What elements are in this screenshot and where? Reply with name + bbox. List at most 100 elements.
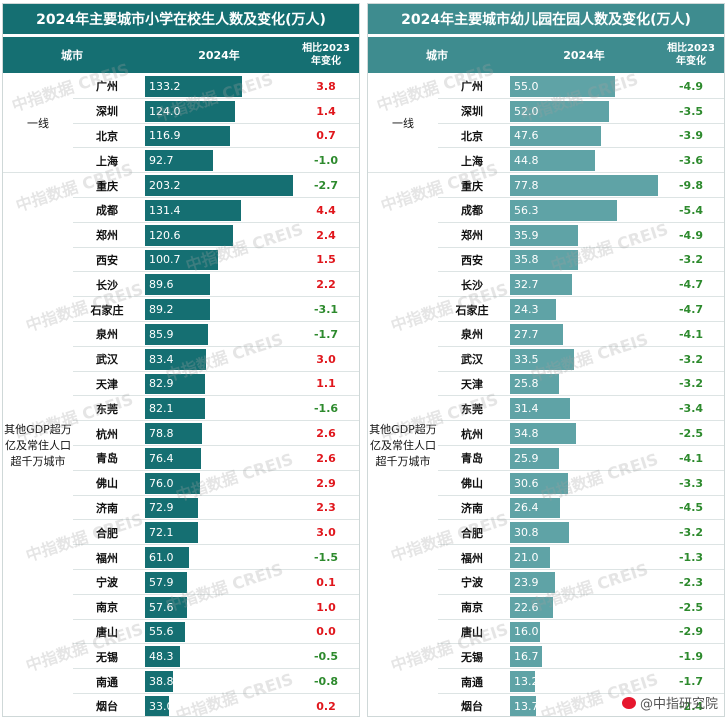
row-divider (438, 469, 724, 471)
change-value: 1.1 (316, 377, 336, 391)
city-label: 上海 (96, 154, 118, 168)
row-divider (73, 693, 359, 694)
value-label: 47.6 (514, 129, 539, 143)
value-label: 25.9 (514, 451, 539, 465)
value-bar (145, 175, 293, 196)
row-divider (438, 544, 724, 546)
row-divider (438, 147, 724, 149)
value-label: 16.7 (514, 650, 539, 664)
row-divider (438, 345, 724, 347)
change-value: -0.5 (313, 650, 339, 664)
value-bar (145, 646, 181, 668)
value-bar (510, 125, 601, 147)
city-label: 武汉 (96, 353, 118, 367)
value-bar (510, 646, 542, 668)
row-divider (438, 519, 724, 521)
change-value: 2.2 (316, 278, 336, 292)
watermark: 中指数据 CREIS (173, 669, 296, 717)
value-label: 72.9 (149, 501, 174, 515)
value-label: 61.0 (149, 551, 174, 565)
city-label: 郑州 (461, 229, 483, 243)
column-header: 相比2023年变化 (667, 43, 715, 67)
city-label: 广州 (461, 80, 483, 94)
change-value: 1.4 (316, 104, 336, 118)
change-value: -3.3 (678, 476, 704, 490)
value-label: 55.0 (514, 79, 539, 93)
value-bar (145, 299, 210, 320)
value-bar (145, 448, 201, 469)
change-value: -1.6 (313, 402, 339, 416)
primary-school-table: 2024年主要城市小学在校生人数及变化(万人) 城市 2024年 相比2023年变化一… (2, 3, 360, 717)
value-bar (510, 497, 561, 519)
row-divider (73, 395, 359, 397)
value-label: 124.0 (149, 104, 181, 118)
value-bar (145, 125, 231, 147)
row-divider (438, 172, 724, 174)
value-bar (510, 324, 563, 345)
change-value: 0.1 (316, 575, 336, 589)
value-bar (510, 299, 557, 320)
row-divider (73, 97, 359, 99)
row-divider (438, 246, 724, 248)
city-label: 烟台 (461, 700, 483, 714)
city-label: 成都 (96, 204, 118, 218)
city-label: 泉州 (96, 328, 118, 342)
change-value: 2.6 (316, 451, 336, 465)
change-value: -1.7 (678, 675, 704, 689)
row-divider (438, 693, 724, 694)
value-bar (510, 696, 537, 716)
change-value: -4.9 (678, 79, 704, 93)
group-label: 一线 (27, 116, 49, 130)
row-divider (73, 221, 359, 223)
value-label: 35.8 (514, 253, 539, 267)
city-label: 长沙 (96, 278, 118, 292)
change-value: -3.2 (678, 253, 704, 267)
value-bar (510, 671, 536, 692)
value-label: 77.8 (514, 179, 539, 193)
value-label: 83.4 (149, 352, 174, 366)
city-label: 宁波 (96, 576, 118, 590)
row-divider (73, 172, 359, 174)
city-label: 北京 (461, 129, 483, 143)
change-value: 0.7 (316, 129, 336, 143)
city-label: 合肥 (96, 526, 118, 540)
row-divider (73, 420, 359, 422)
value-label: 35.9 (514, 228, 539, 242)
value-label: 26.4 (514, 501, 539, 515)
column-header: 相比2023年变化 (302, 43, 350, 67)
city-label: 合肥 (461, 526, 483, 540)
change-value: -2.5 (678, 427, 704, 441)
change-value: 2.4 (316, 228, 336, 242)
row-divider (438, 494, 724, 496)
city-label: 上海 (461, 154, 483, 168)
value-bar (510, 448, 560, 469)
value-bar (145, 596, 187, 618)
value-label: 25.8 (514, 377, 539, 391)
row-divider (438, 618, 724, 620)
value-label: 100.7 (149, 253, 181, 267)
city-label: 佛山 (461, 477, 483, 491)
value-label: 76.0 (149, 476, 174, 490)
value-label: 30.6 (514, 476, 539, 490)
value-bar (510, 373, 560, 395)
row-divider (438, 271, 724, 273)
value-bar (145, 249, 219, 271)
change-value: -3.6 (678, 154, 704, 168)
city-label: 深圳 (461, 105, 483, 119)
value-bar (145, 274, 211, 296)
value-label: 89.2 (149, 303, 174, 317)
value-label: 38.8 (149, 675, 174, 689)
change-value: 1.5 (316, 253, 336, 267)
value-label: 44.8 (514, 154, 539, 168)
value-bar (145, 497, 199, 519)
value-bar (145, 224, 233, 246)
column-header: 2024年 (563, 48, 605, 62)
column-header: 2024年 (198, 48, 240, 62)
change-value: -3.1 (313, 303, 339, 317)
value-bar (145, 547, 190, 568)
row-divider (438, 197, 724, 198)
city-label: 济南 (96, 501, 118, 515)
column-header: 城市 (426, 48, 448, 62)
value-label: 34.8 (514, 427, 539, 441)
row-divider (73, 246, 359, 248)
